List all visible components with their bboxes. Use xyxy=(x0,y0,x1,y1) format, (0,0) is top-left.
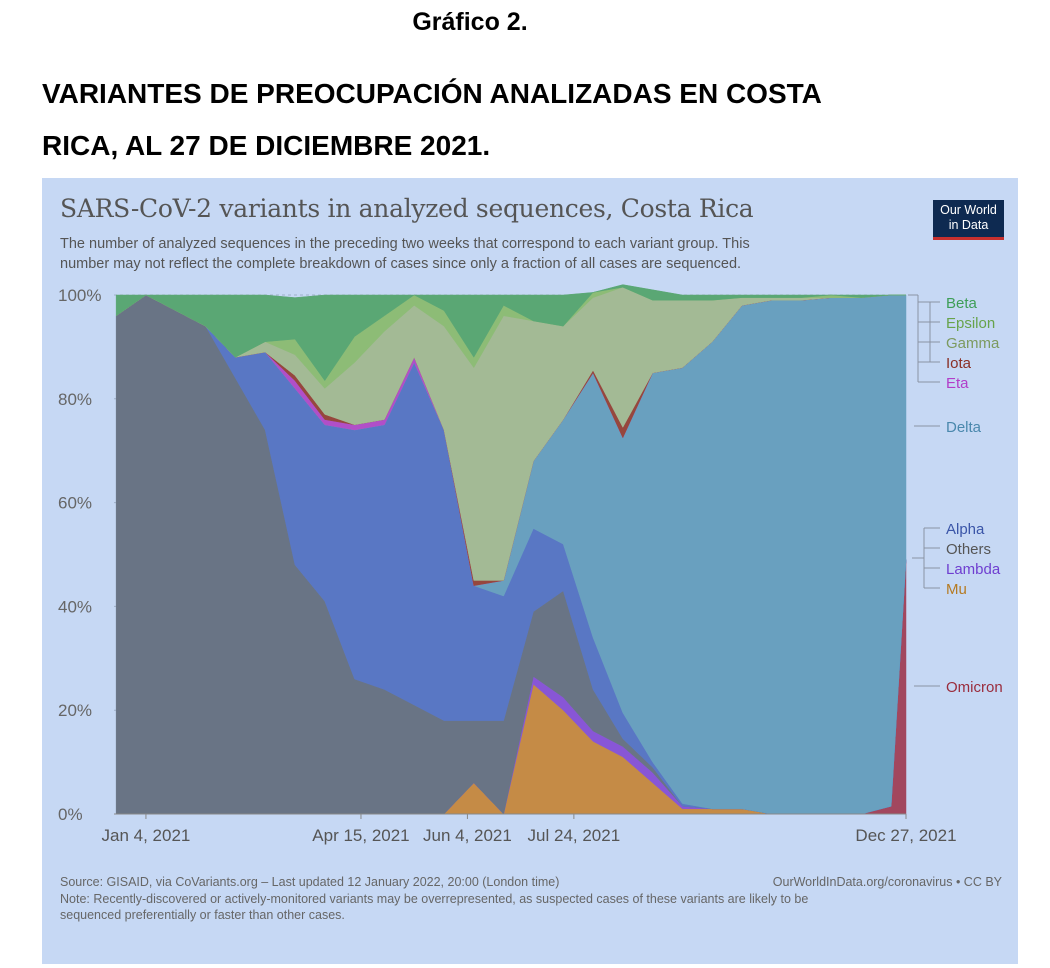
legend-item-gamma[interactable]: Gamma xyxy=(946,335,1000,352)
owid-logo[interactable]: Our World in Data xyxy=(933,200,1004,240)
stacked-area-chart: 0% 20% 40% 60% 80% 100% Jan 4, 2021 Apr 15, 202… xyxy=(58,284,1003,845)
document-heading: Gráfico 2. xyxy=(412,8,528,36)
chart-subtitle-line-2: number may not reflect the complete brea… xyxy=(60,256,742,272)
legend-item-beta[interactable]: Beta xyxy=(946,295,978,312)
footer-note: Note: Recently-discovered or actively-mo… xyxy=(60,891,960,923)
legend-item-others[interactable]: Others xyxy=(946,541,991,558)
x-tick-label: Dec 27, 2021 xyxy=(855,826,956,845)
legend-item-mu[interactable]: Mu xyxy=(946,581,967,598)
chart-subtitle-line-1: The number of analyzed sequences in the … xyxy=(60,236,750,252)
chart-subtitle: The number of analyzed sequences in the … xyxy=(60,234,880,274)
y-tick-label: 40% xyxy=(58,597,92,616)
legend-item-epsilon[interactable]: Epsilon xyxy=(946,315,995,332)
chart-panel: SARS-CoV-2 variants in analyzed sequence… xyxy=(42,178,1018,964)
footer-site-link[interactable]: OurWorldInData.org/coronavirus • CC BY xyxy=(772,875,1002,889)
area-series-beta[interactable] xyxy=(115,284,906,382)
footer-note-line-2: sequenced preferentially or faster than … xyxy=(60,908,345,922)
legend-item-delta[interactable]: Delta xyxy=(946,419,982,436)
x-tick-label: Jun 4, 2021 xyxy=(423,826,512,845)
x-tick-label: Jan 4, 2021 xyxy=(102,826,191,845)
chart-title: SARS-CoV-2 variants in analyzed sequence… xyxy=(60,194,754,223)
document-title-line-1: VARIANTES DE PREOCUPACIÓN ANALIZADAS EN … xyxy=(42,78,822,109)
y-tick-label: 100% xyxy=(58,286,101,305)
y-tick-label: 0% xyxy=(58,805,83,824)
logo-line-2: in Data xyxy=(948,218,989,232)
document-title: VARIANTES DE PREOCUPACIÓN ANALIZADAS EN … xyxy=(42,68,942,172)
y-tick-label: 60% xyxy=(58,494,92,513)
legend-item-omicron[interactable]: Omicron xyxy=(946,679,1003,696)
legend-item-alpha[interactable]: Alpha xyxy=(946,521,985,538)
legend-item-iota[interactable]: Iota xyxy=(946,355,972,372)
logo-line-1: Our World xyxy=(940,203,997,217)
y-tick-label: 20% xyxy=(58,701,92,720)
document-title-line-2: RICA, AL 27 DE DICIEMBRE 2021. xyxy=(42,130,491,161)
x-tick-label: Apr 15, 2021 xyxy=(312,826,409,845)
footer-source: Source: GISAID, via CoVariants.org – Las… xyxy=(60,875,560,889)
legend-item-lambda[interactable]: Lambda xyxy=(946,561,1001,578)
y-tick-label: 80% xyxy=(58,390,92,409)
footer-note-line-1: Note: Recently-discovered or actively-mo… xyxy=(60,892,809,906)
x-tick-label: Jul 24, 2021 xyxy=(528,826,621,845)
legend-item-eta[interactable]: Eta xyxy=(946,375,969,392)
